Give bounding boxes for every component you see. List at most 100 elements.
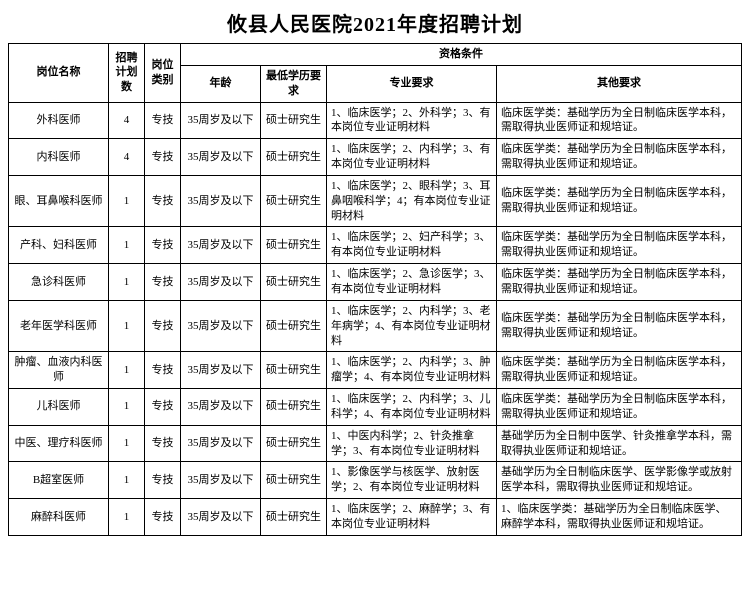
cell-age: 35周岁及以下 — [181, 175, 261, 227]
table-header: 岗位名称 招聘计划数 岗位类别 资格条件 年龄 最低学历要求 专业要求 其他要求 — [9, 44, 742, 103]
table-row: 急诊科医师1专技35周岁及以下硕士研究生1、临床医学；2、急诊医学；3、有本岗位… — [9, 264, 742, 301]
cell-age: 35周岁及以下 — [181, 227, 261, 264]
table-row: 肿瘤、血液内科医师1专技35周岁及以下硕士研究生1、临床医学；2、内科学；3、肿… — [9, 352, 742, 389]
th-count: 招聘计划数 — [109, 44, 145, 103]
cell-education: 硕士研究生 — [261, 389, 327, 426]
table-row: 儿科医师1专技35周岁及以下硕士研究生1、临床医学；2、内科学；3、儿科学；4、… — [9, 389, 742, 426]
cell-major: 1、临床医学；2、内科学；3、老年病学；4、有本岗位专业证明材料 — [327, 300, 497, 352]
cell-major: 1、临床医学；2、妇产科学；3、有本岗位专业证明材料 — [327, 227, 497, 264]
cell-position: 儿科医师 — [9, 389, 109, 426]
cell-major: 1、临床医学；2、内科学；3、肿瘤学；4、有本岗位专业证明材料 — [327, 352, 497, 389]
cell-count: 4 — [109, 102, 145, 139]
cell-major: 1、临床医学；2、内科学；3、儿科学；4、有本岗位专业证明材料 — [327, 389, 497, 426]
cell-age: 35周岁及以下 — [181, 389, 261, 426]
cell-position: 眼、耳鼻喉科医师 — [9, 175, 109, 227]
table-row: 眼、耳鼻喉科医师1专技35周岁及以下硕士研究生1、临床医学；2、眼科学；3、耳鼻… — [9, 175, 742, 227]
cell-category: 专技 — [145, 264, 181, 301]
cell-age: 35周岁及以下 — [181, 139, 261, 176]
cell-category: 专技 — [145, 462, 181, 499]
cell-category: 专技 — [145, 175, 181, 227]
cell-major: 1、中医内科学；2、针灸推拿学；3、有本岗位专业证明材料 — [327, 425, 497, 462]
th-category: 岗位类别 — [145, 44, 181, 103]
cell-education: 硕士研究生 — [261, 227, 327, 264]
th-position: 岗位名称 — [9, 44, 109, 103]
recruitment-table: 岗位名称 招聘计划数 岗位类别 资格条件 年龄 最低学历要求 专业要求 其他要求… — [8, 43, 742, 536]
cell-major: 1、影像医学与核医学、放射医学；2、有本岗位专业证明材料 — [327, 462, 497, 499]
cell-count: 1 — [109, 425, 145, 462]
table-body: 外科医师4专技35周岁及以下硕士研究生1、临床医学；2、外科学；3、有本岗位专业… — [9, 102, 742, 535]
cell-count: 1 — [109, 352, 145, 389]
cell-age: 35周岁及以下 — [181, 300, 261, 352]
cell-age: 35周岁及以下 — [181, 499, 261, 536]
cell-category: 专技 — [145, 300, 181, 352]
cell-age: 35周岁及以下 — [181, 425, 261, 462]
cell-position: 麻醉科医师 — [9, 499, 109, 536]
cell-age: 35周岁及以下 — [181, 264, 261, 301]
cell-other: 临床医学类：基础学历为全日制临床医学本科，需取得执业医师证和规培证。 — [497, 102, 742, 139]
table-row: 产科、妇科医师1专技35周岁及以下硕士研究生1、临床医学；2、妇产科学；3、有本… — [9, 227, 742, 264]
cell-age: 35周岁及以下 — [181, 352, 261, 389]
cell-other: 临床医学类：基础学历为全日制临床医学本科，需取得执业医师证和规培证。 — [497, 389, 742, 426]
cell-education: 硕士研究生 — [261, 352, 327, 389]
cell-category: 专技 — [145, 499, 181, 536]
cell-count: 1 — [109, 227, 145, 264]
cell-education: 硕士研究生 — [261, 175, 327, 227]
cell-count: 1 — [109, 499, 145, 536]
cell-other: 临床医学类：基础学历为全日制临床医学本科，需取得执业医师证和规培证。 — [497, 175, 742, 227]
cell-other: 临床医学类：基础学历为全日制临床医学本科，需取得执业医师证和规培证。 — [497, 264, 742, 301]
table-row: 麻醉科医师1专技35周岁及以下硕士研究生1、临床医学；2、麻醉学；3、有本岗位专… — [9, 499, 742, 536]
cell-major: 1、临床医学；2、外科学；3、有本岗位专业证明材料 — [327, 102, 497, 139]
cell-category: 专技 — [145, 425, 181, 462]
cell-major: 1、临床医学；2、眼科学；3、耳鼻咽喉科学；4；有本岗位专业证明材料 — [327, 175, 497, 227]
cell-category: 专技 — [145, 389, 181, 426]
table-row: 外科医师4专技35周岁及以下硕士研究生1、临床医学；2、外科学；3、有本岗位专业… — [9, 102, 742, 139]
table-row: B超室医师1专技35周岁及以下硕士研究生1、影像医学与核医学、放射医学；2、有本… — [9, 462, 742, 499]
cell-category: 专技 — [145, 139, 181, 176]
cell-other: 基础学历为全日制临床医学、医学影像学或放射医学本科，需取得执业医师证和规培证。 — [497, 462, 742, 499]
cell-other: 临床医学类：基础学历为全日制临床医学本科，需取得执业医师证和规培证。 — [497, 227, 742, 264]
cell-position: 内科医师 — [9, 139, 109, 176]
cell-education: 硕士研究生 — [261, 264, 327, 301]
cell-age: 35周岁及以下 — [181, 102, 261, 139]
cell-position: 老年医学科医师 — [9, 300, 109, 352]
cell-count: 1 — [109, 264, 145, 301]
cell-age: 35周岁及以下 — [181, 462, 261, 499]
cell-position: 中医、理疗科医师 — [9, 425, 109, 462]
table-row: 老年医学科医师1专技35周岁及以下硕士研究生1、临床医学；2、内科学；3、老年病… — [9, 300, 742, 352]
cell-position: B超室医师 — [9, 462, 109, 499]
cell-count: 4 — [109, 139, 145, 176]
cell-major: 1、临床医学；2、内科学；3、有本岗位专业证明材料 — [327, 139, 497, 176]
cell-education: 硕士研究生 — [261, 300, 327, 352]
cell-education: 硕士研究生 — [261, 499, 327, 536]
th-other: 其他要求 — [497, 65, 742, 102]
th-qualifications: 资格条件 — [181, 44, 742, 66]
cell-category: 专技 — [145, 227, 181, 264]
th-major: 专业要求 — [327, 65, 497, 102]
cell-category: 专技 — [145, 102, 181, 139]
th-education: 最低学历要求 — [261, 65, 327, 102]
cell-other: 临床医学类：基础学历为全日制临床医学本科，需取得执业医师证和规培证。 — [497, 352, 742, 389]
cell-count: 1 — [109, 389, 145, 426]
cell-count: 1 — [109, 300, 145, 352]
cell-other: 临床医学类：基础学历为全日制临床医学本科，需取得执业医师证和规培证。 — [497, 139, 742, 176]
table-row: 内科医师4专技35周岁及以下硕士研究生1、临床医学；2、内科学；3、有本岗位专业… — [9, 139, 742, 176]
cell-education: 硕士研究生 — [261, 102, 327, 139]
cell-education: 硕士研究生 — [261, 425, 327, 462]
cell-count: 1 — [109, 175, 145, 227]
cell-education: 硕士研究生 — [261, 139, 327, 176]
cell-major: 1、临床医学；2、麻醉学；3、有本岗位专业证明材料 — [327, 499, 497, 536]
cell-other: 1、临床医学类：基础学历为全日制临床医学、麻醉学本科，需取得执业医师证和规培证。 — [497, 499, 742, 536]
page-title: 攸县人民医院2021年度招聘计划 — [8, 8, 742, 37]
cell-count: 1 — [109, 462, 145, 499]
cell-other: 临床医学类：基础学历为全日制临床医学本科，需取得执业医师证和规培证。 — [497, 300, 742, 352]
cell-position: 肿瘤、血液内科医师 — [9, 352, 109, 389]
cell-education: 硕士研究生 — [261, 462, 327, 499]
cell-category: 专技 — [145, 352, 181, 389]
th-age: 年龄 — [181, 65, 261, 102]
table-row: 中医、理疗科医师1专技35周岁及以下硕士研究生1、中医内科学；2、针灸推拿学；3… — [9, 425, 742, 462]
cell-major: 1、临床医学；2、急诊医学；3、有本岗位专业证明材料 — [327, 264, 497, 301]
cell-position: 外科医师 — [9, 102, 109, 139]
cell-other: 基础学历为全日制中医学、针灸推拿学本科，需取得执业医师证和规培证。 — [497, 425, 742, 462]
cell-position: 急诊科医师 — [9, 264, 109, 301]
cell-position: 产科、妇科医师 — [9, 227, 109, 264]
